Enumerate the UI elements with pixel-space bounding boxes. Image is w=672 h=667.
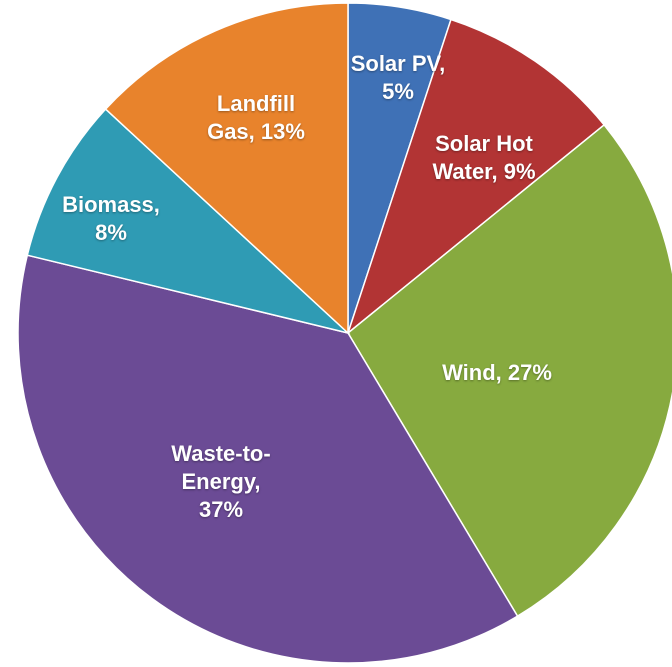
pie-slice xyxy=(104,2,349,335)
data-label: Landfill Gas, 13% xyxy=(207,91,305,144)
pie-slice xyxy=(346,18,606,336)
data-label: Biomass, 8% xyxy=(62,192,160,245)
data-label: Solar Hot Water, 9% xyxy=(432,131,536,184)
data-label: Wind, 27% xyxy=(442,360,552,385)
pie-slice xyxy=(347,123,672,618)
data-label: Solar PV, 5% xyxy=(350,51,446,104)
pie-slice xyxy=(26,108,351,335)
data-label: Waste-to-Energy, 37% xyxy=(171,441,271,522)
pie-slice xyxy=(17,254,519,664)
